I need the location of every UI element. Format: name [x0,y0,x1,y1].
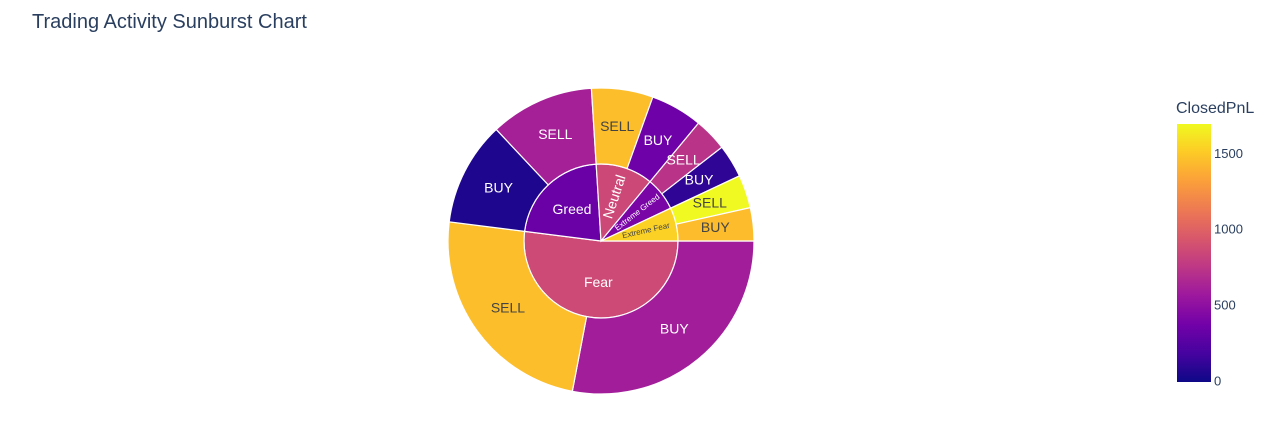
segment-label-extreme-greed-buy: BUY [685,172,714,188]
colorbar: 0 500 1000 1500 [1177,124,1243,388]
segment-fear-buy[interactable] [571,240,755,395]
colorbar-tick-label: 0 [1214,373,1221,388]
segment-label-extreme-greed-sell: SELL [666,152,700,168]
segment-label-fear: Fear [584,274,613,290]
segment-label-neutral-sell: SELL [600,118,634,134]
colorbar-gradient [1177,124,1211,382]
segment-label-greed-sell: SELL [538,126,572,142]
colorbar-title: ClosedPnL [1176,100,1255,117]
segment-label-extreme-fear-buy: BUY [701,219,730,235]
segment-label-greed-buy: BUY [484,179,513,195]
outer-ring: BUY SELL BUY SELL SELL BUY SELL BUY SELL BUY [447,87,755,395]
segment-extreme-fear-buy[interactable] [675,206,755,242]
colorbar-tick-label: 500 [1214,298,1236,313]
segment-label-fear-sell: SELL [491,299,525,315]
colorbar-tick-label: 1000 [1214,222,1243,237]
chart-title: Trading Activity Sunburst Chart [32,11,307,33]
segment-label-greed: Greed [553,201,592,217]
segment-label-extreme-fear-sell: SELL [693,194,727,210]
segment-label-fear-buy: BUY [660,320,689,336]
segment-label-neutral-buy: BUY [644,132,673,148]
segment-fear-sell[interactable] [447,221,588,392]
colorbar-tick-label: 1500 [1214,146,1243,161]
